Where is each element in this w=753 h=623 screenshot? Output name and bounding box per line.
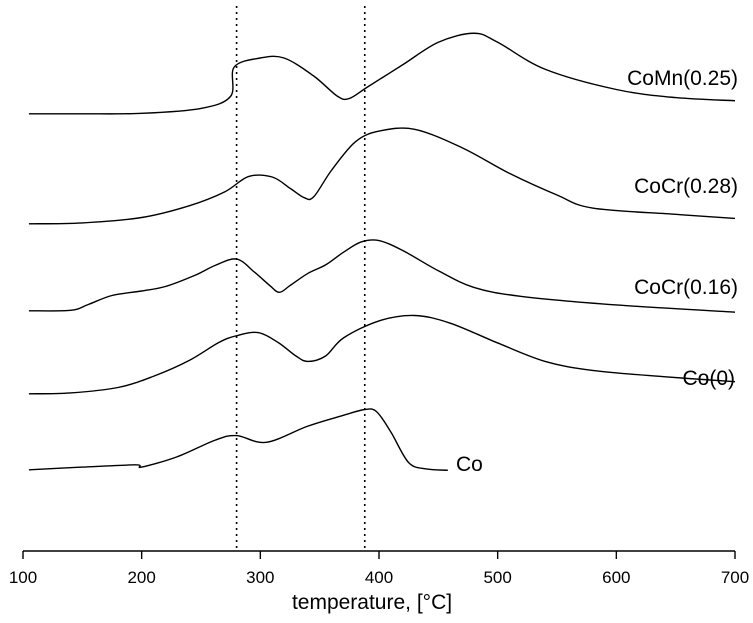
x-tick-label-700: 700 <box>721 568 749 587</box>
series-label-5: Co <box>456 453 483 476</box>
x-axis-ticks: 100 200 300 400 500 600 700 <box>9 551 749 587</box>
series-curve-3 <box>28 239 736 313</box>
series-label-3: CoCr(0.16) <box>634 276 738 299</box>
reference-lines <box>235 6 366 551</box>
x-tick-label-100: 100 <box>9 568 37 587</box>
x-tick-label-200: 200 <box>127 568 155 587</box>
x-tick-label-300: 300 <box>246 568 274 587</box>
series-curve-4 <box>28 314 736 395</box>
x-tick-label-400: 400 <box>365 568 393 587</box>
series-curve-1 <box>28 32 736 115</box>
x-axis-title: temperature, [°C] <box>292 591 452 614</box>
x-tick-label-500: 500 <box>483 568 511 587</box>
series-curve-5 <box>28 408 448 471</box>
series-labels: CoMn(0.25) CoCr(0.28) CoCr(0.16) Co(0) Co <box>456 67 738 476</box>
x-axis: 100 200 300 400 500 600 700 temperature, [°C] <box>9 550 749 614</box>
series-label-2: CoCr(0.28) <box>634 175 738 198</box>
x-tick-label-600: 600 <box>602 568 630 587</box>
series-label-4: Co(0) <box>682 367 735 390</box>
series-curves <box>28 32 736 471</box>
series-curve-2 <box>28 127 736 225</box>
series-label-1: CoMn(0.25) <box>627 67 738 90</box>
